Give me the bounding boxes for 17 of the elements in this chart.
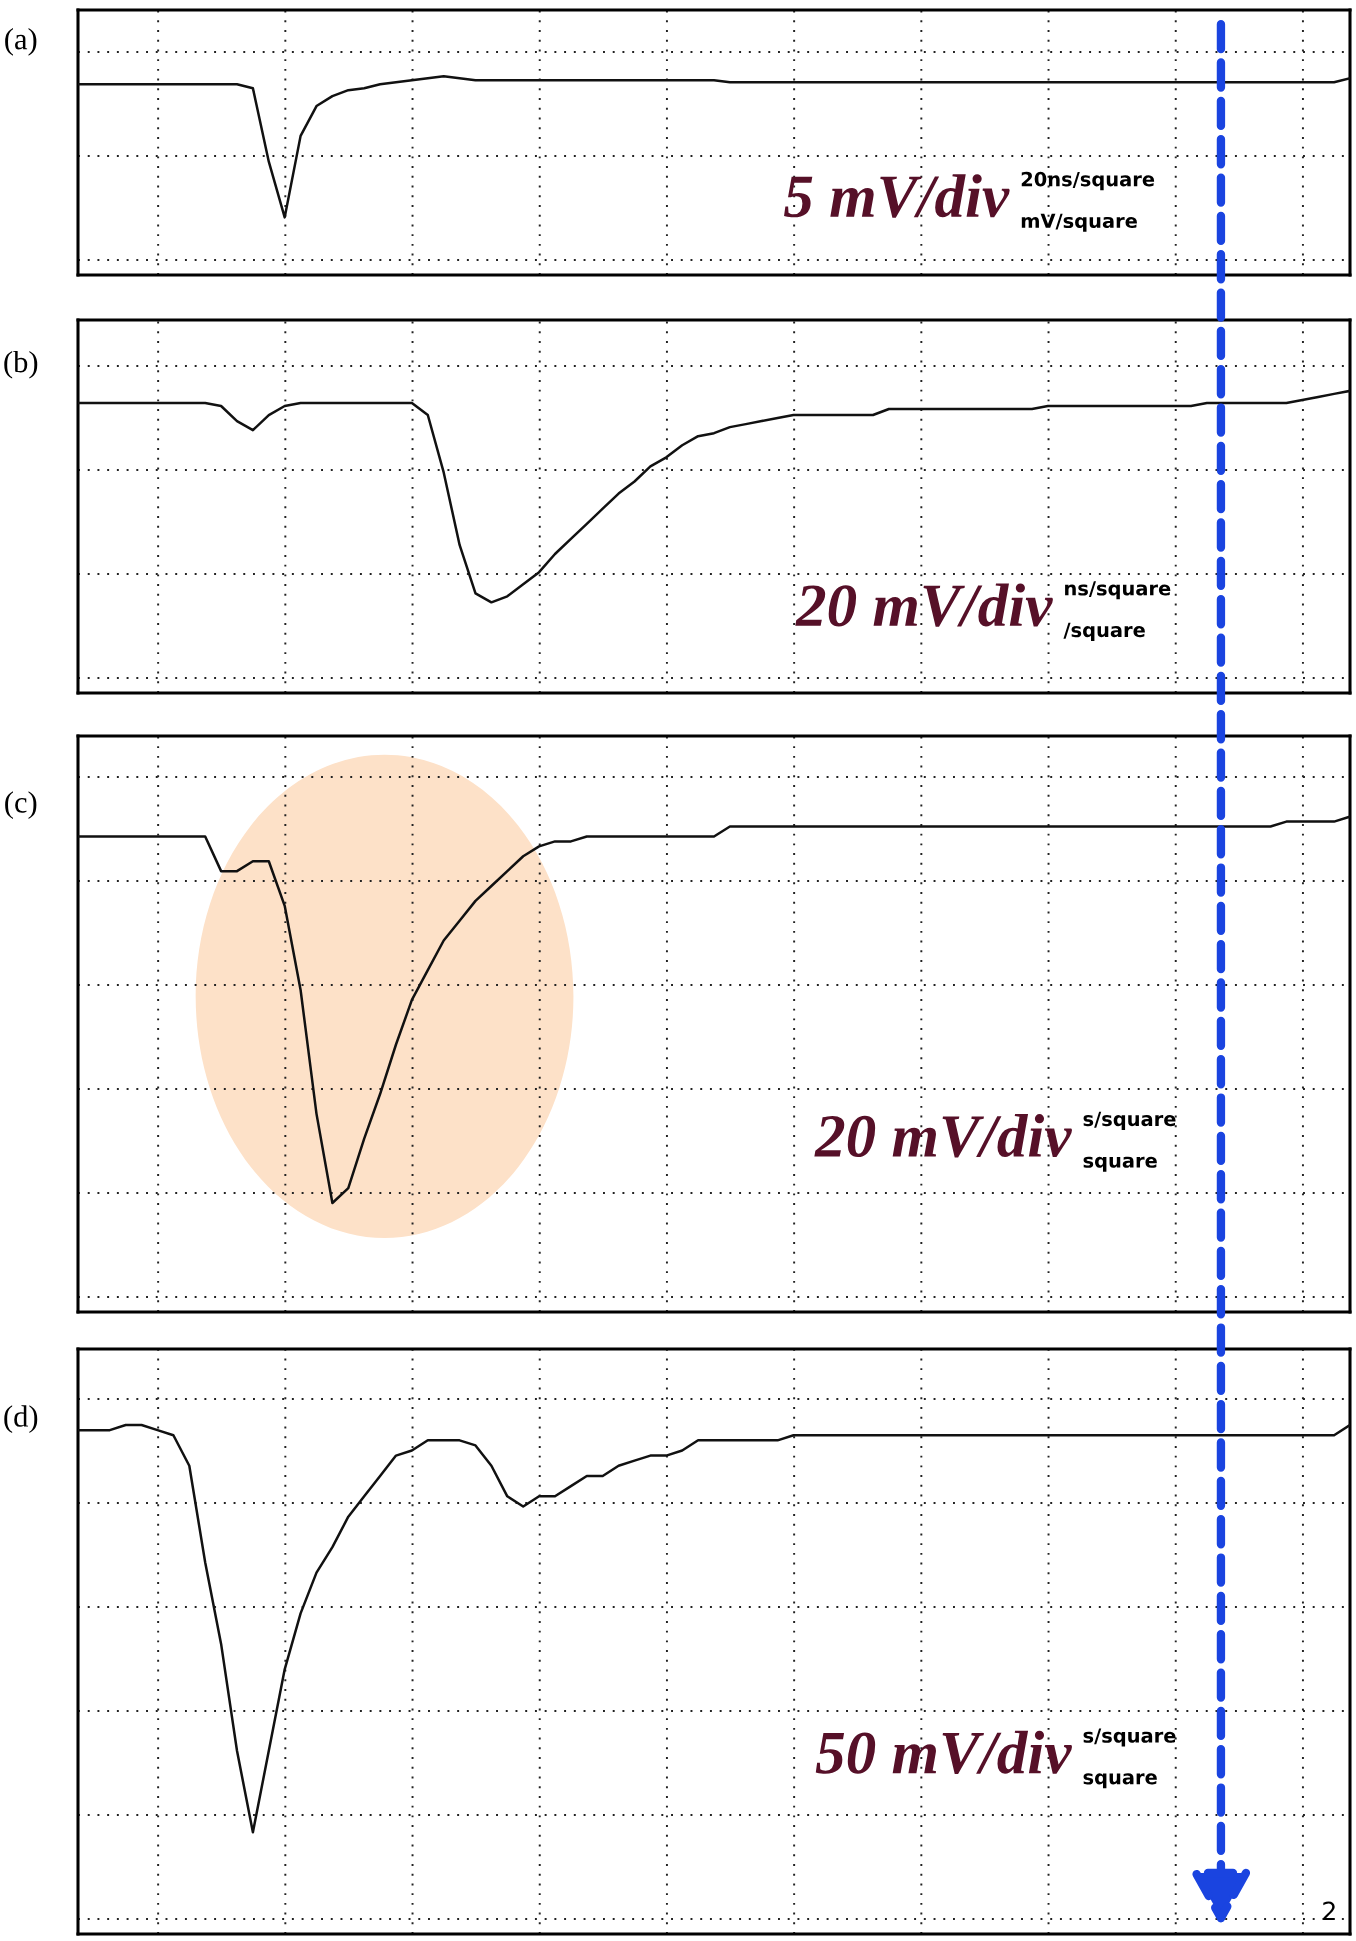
annotation: 20 mV/div: [814, 1114, 1072, 1158]
annotation: ns/square: [1065, 581, 1171, 600]
annotation: /square: [1063, 622, 1145, 642]
chart-title: (b): [4, 350, 38, 379]
annotation: s/square: [1083, 1728, 1176, 1747]
annotation: 20 mV/div: [795, 583, 1053, 627]
annotation: square: [1083, 1156, 1157, 1172]
chart-title: (d): [4, 1405, 38, 1434]
annotation: 5 mV/div: [784, 174, 1010, 218]
chart-title: (a): [5, 27, 37, 56]
annotation: 20ns/square: [1021, 171, 1155, 191]
annotation: 2: [1323, 1901, 1335, 1921]
annotation: s/square: [1083, 1111, 1176, 1130]
annotation: square: [1083, 1773, 1157, 1789]
chart-title: (c): [5, 791, 37, 819]
annotation: mV/square: [1021, 213, 1137, 232]
annotation: 50 mV/div: [815, 1730, 1072, 1775]
